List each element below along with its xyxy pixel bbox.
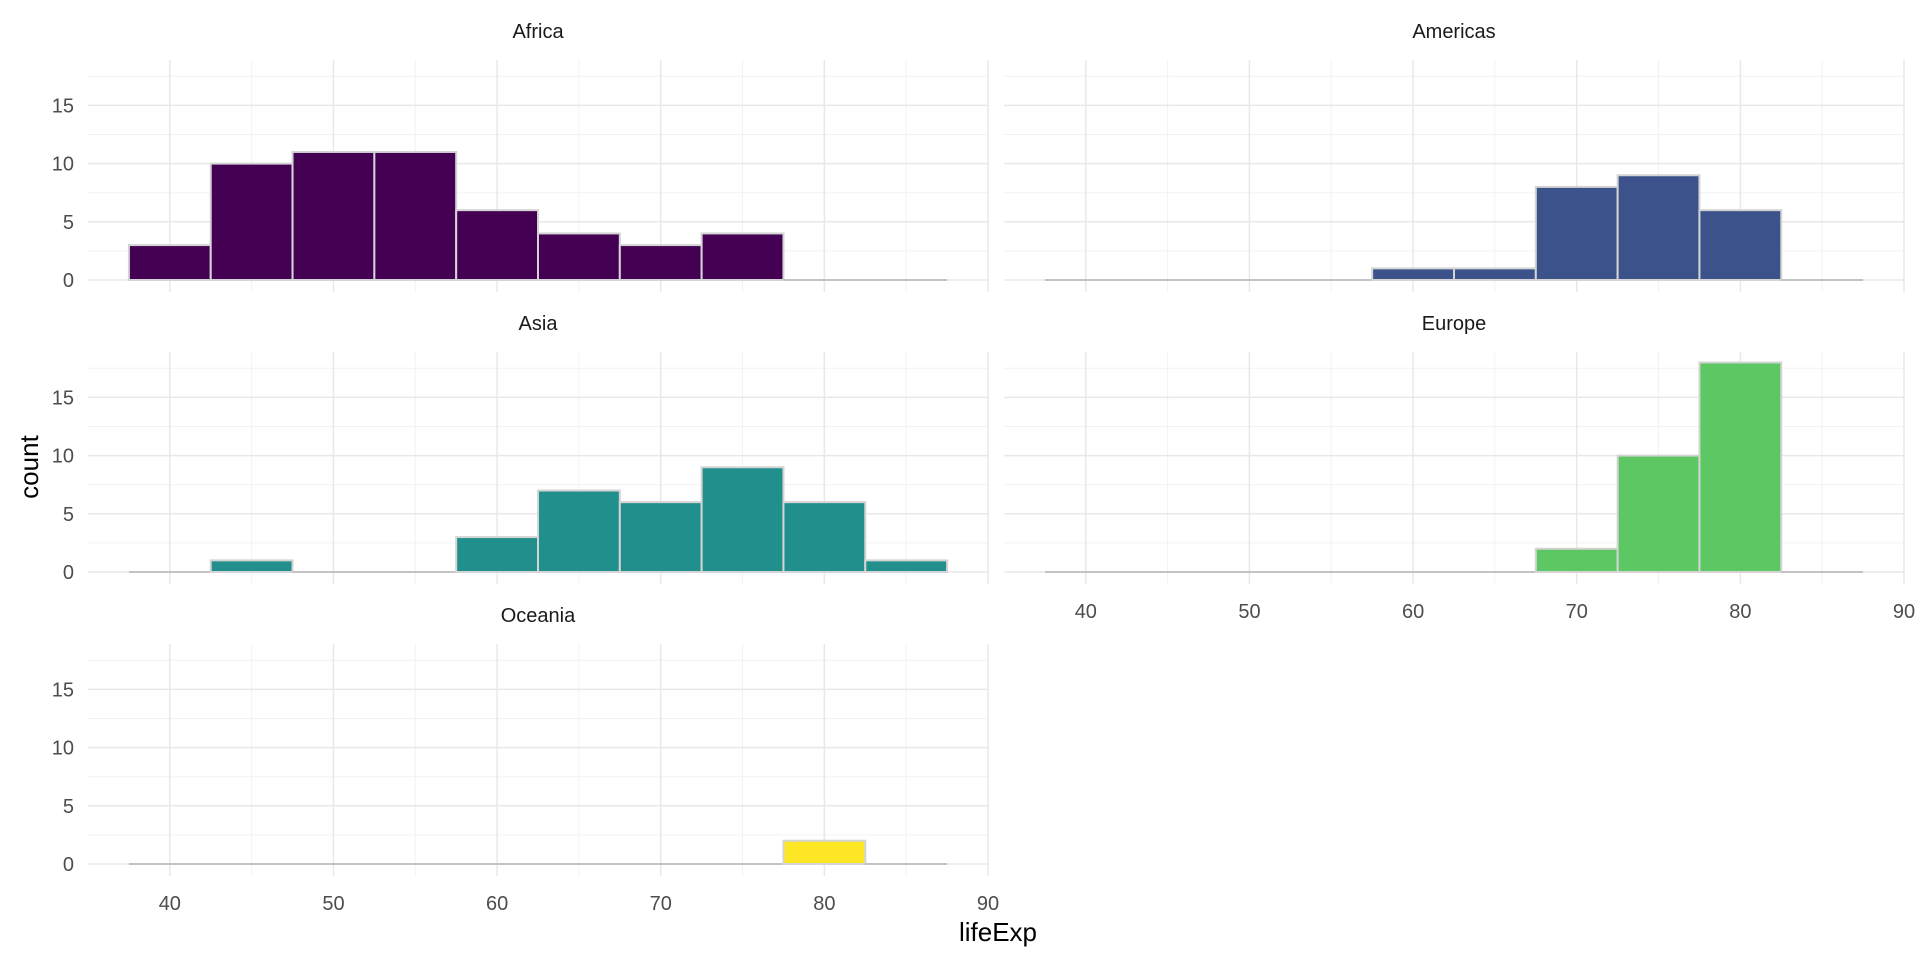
x-tick-label: 60	[486, 893, 508, 915]
facet-label-oceania: Oceania	[501, 605, 576, 627]
x-tick-label: 80	[813, 893, 835, 915]
histogram-bar	[864, 559, 949, 574]
histogram-bar	[291, 150, 376, 281]
histogram-bar	[1371, 267, 1455, 282]
histogram-bar	[700, 232, 785, 281]
x-tick-label: 70	[650, 893, 672, 915]
panel-europe: Europe 40 50 60 70 80 90	[1004, 313, 1915, 623]
x-tick-label: 60	[1402, 601, 1424, 623]
y-tick-label: 0	[63, 270, 74, 292]
y-axis-title: count	[14, 434, 44, 498]
facet-label-europe: Europe	[1422, 313, 1487, 335]
panel-oceania: Oceania 0 5 10 15 40 50 60 70 80 90	[52, 605, 999, 915]
histogram-bar	[537, 489, 621, 574]
histogram-bar	[209, 162, 294, 281]
y-tick-label: 15	[52, 679, 74, 701]
histogram-bar	[618, 501, 703, 573]
facet-label-africa: Africa	[512, 21, 564, 43]
panel-asia: Asia 0 5 10 15	[52, 313, 989, 584]
x-tick-label: 40	[159, 893, 181, 915]
y-tick-label: 5	[63, 504, 74, 526]
facet-label-americas: Americas	[1412, 21, 1495, 43]
histogram-bar	[700, 466, 785, 573]
y-tick-label: 5	[63, 212, 74, 234]
histogram-bar	[1534, 185, 1619, 282]
histogram-bar	[209, 559, 294, 574]
histogram-bar	[1534, 547, 1619, 574]
panel-africa: Africa 0 5 10 15	[52, 21, 989, 292]
x-tick-label: 50	[322, 893, 344, 915]
y-tick-label: 15	[52, 95, 74, 117]
y-tick-label: 10	[52, 446, 74, 468]
histogram-bar	[618, 244, 703, 281]
x-axis-title: lifeExp	[959, 917, 1037, 947]
x-tick-label: 50	[1238, 601, 1260, 623]
panel-americas: Americas	[1004, 21, 1905, 292]
y-tick-label: 15	[52, 387, 74, 409]
y-tick-label: 0	[63, 562, 74, 584]
y-tick-label: 10	[52, 154, 74, 176]
histogram-bar	[782, 501, 867, 573]
x-tick-label: 90	[977, 893, 999, 915]
histogram-bar	[537, 232, 621, 281]
x-tick-label: 70	[1566, 601, 1588, 623]
histogram-bar	[1616, 174, 1701, 281]
x-tick-label: 40	[1075, 601, 1097, 623]
histogram-bar	[373, 150, 458, 281]
histogram-bar	[1698, 361, 1783, 573]
histogram-bar	[127, 244, 212, 281]
y-tick-label: 0	[63, 854, 74, 876]
histogram-bar	[1616, 454, 1701, 573]
y-tick-label: 5	[63, 796, 74, 818]
histogram-bar	[1453, 267, 1537, 282]
x-tick-label: 80	[1729, 601, 1751, 623]
histogram-bar	[455, 209, 540, 282]
histogram-bar	[782, 839, 867, 866]
histogram-bar	[1698, 209, 1783, 282]
facet-label-asia: Asia	[519, 313, 559, 335]
histogram-bar	[455, 536, 540, 573]
y-tick-label: 10	[52, 738, 74, 760]
x-tick-label: 90	[1893, 601, 1915, 623]
